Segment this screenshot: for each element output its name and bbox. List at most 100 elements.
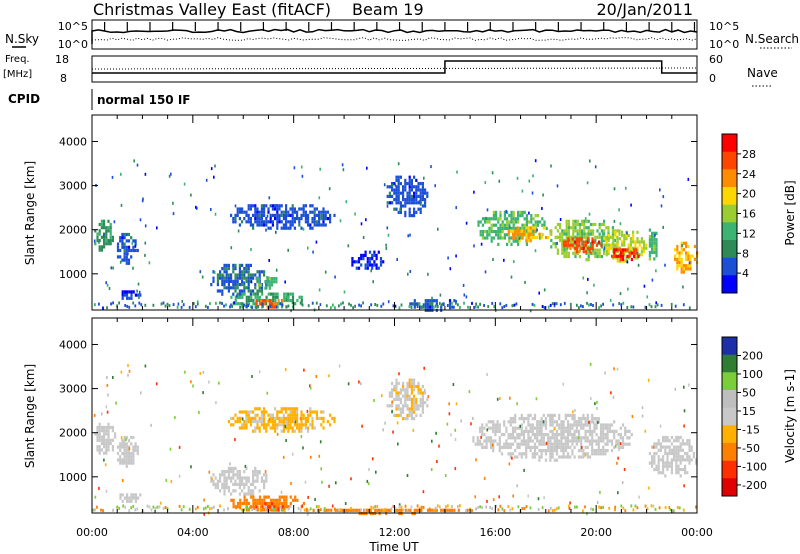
- vel-cells-cell-9: [593, 423, 596, 427]
- vel-cells-near-range: [116, 505, 118, 509]
- power-cells-cell-13: [587, 229, 590, 233]
- power-cells-cell-9: [424, 201, 427, 205]
- vel-cells-cell-6: [304, 420, 307, 424]
- power-cells-cell-3: [265, 283, 268, 287]
- power-cells-near-range: [479, 302, 481, 306]
- power-cells-cell-17: [653, 257, 656, 261]
- power-cells-near-range: [110, 302, 112, 306]
- vel-cells-cell-9: [520, 442, 523, 446]
- power-cells-cell-7: [278, 207, 281, 211]
- vel-cells-scatter: [553, 427, 556, 431]
- power-cells-cell-3: [254, 283, 257, 287]
- vel-cells-cell-10: [655, 467, 658, 472]
- vel-cells-near-range: [283, 506, 286, 510]
- vel-cells-cell-9: [549, 429, 552, 433]
- power-cells-cell-0: [107, 238, 110, 243]
- power-cells-cell-7: [249, 220, 252, 224]
- power-cells-cell-12: [520, 232, 523, 236]
- power-cells-near-range: [152, 303, 155, 307]
- power-cells-cell-11: [521, 210, 524, 214]
- vel-cells-cell-9: [599, 426, 603, 430]
- power-cells-scatter: [618, 208, 620, 212]
- vel-cells-cell-9: [481, 423, 484, 427]
- vel-cells-scatter: [294, 420, 297, 424]
- vel-cells-scatter: [604, 371, 606, 375]
- power-cells-cell-12: [509, 229, 512, 233]
- power-cells-scatter: [387, 233, 390, 237]
- power-cells-cell-12: [523, 232, 526, 236]
- power-cells-cell-9: [393, 182, 396, 186]
- vel-cells-cell-9: [511, 452, 515, 456]
- power-cells-cell-9: [421, 182, 424, 186]
- power-cells-scatter: [627, 287, 629, 291]
- vel-cells-cell-8: [386, 404, 389, 408]
- power-cells-cell-17: [651, 234, 654, 239]
- power-cells-near-range: [162, 301, 165, 305]
- vel-cells-cell-8: [395, 391, 398, 395]
- power-cells-near-range: [626, 306, 629, 309]
- vel-cells-cell-8: [413, 404, 416, 408]
- vel-cells-cell-6: [258, 416, 261, 420]
- power-cells-scatter: [134, 244, 137, 248]
- power-cells-cell-7: [256, 207, 259, 211]
- vel-cells-scatter: [199, 371, 202, 375]
- power-cells-cell-13: [587, 251, 590, 255]
- power-cells-cell-14: [576, 243, 579, 247]
- vel-cells-cell-6: [307, 420, 310, 424]
- power-cells-cell-7: [309, 204, 312, 208]
- vel-cells-cell-3: [249, 482, 252, 486]
- power-cells-cell-3: [225, 267, 228, 271]
- vel-cells-near-range: [340, 508, 342, 512]
- power-cells-cell-14: [578, 237, 581, 241]
- power-cells-cell-11: [490, 226, 493, 230]
- power-cells-cell-7: [241, 210, 244, 214]
- vel-cells-cell-9: [593, 452, 596, 456]
- vel-cells-cell-9: [599, 433, 603, 437]
- power-cells-cell-3: [249, 263, 252, 267]
- power-cells-cell-13: [598, 248, 601, 252]
- power-cells-near-range: [612, 303, 615, 307]
- power-cells-near-range: [255, 306, 258, 309]
- power-cells-cell-15: [645, 243, 648, 247]
- power-cells-cell-13: [565, 254, 568, 259]
- vel-cells-cell-3: [216, 486, 219, 490]
- power-cells-scatter: [682, 285, 684, 289]
- power-cells-cell-8: [379, 263, 383, 267]
- vel-cells-scatter: [452, 383, 455, 386]
- vel-cells-cell-4: [250, 495, 253, 499]
- power-cells-cell-13: [598, 254, 601, 259]
- power-cells-near-range: [547, 305, 550, 309]
- vel-cells-near-range: [489, 505, 492, 509]
- power-cells-scatter: [120, 172, 122, 176]
- power-cells-scatter: [613, 187, 616, 191]
- vel-cells-scatter: [669, 508, 672, 511]
- vel-cells-cell-9: [602, 423, 605, 427]
- power-cells-cell-5: [247, 295, 251, 299]
- vel-cells-cell-10: [670, 451, 673, 456]
- power-cells-cell-3: [238, 276, 241, 280]
- power-cells-cell-13: [570, 226, 573, 230]
- vel-cells-cell-6: [309, 413, 312, 417]
- vel-cells-cell-9: [500, 433, 504, 437]
- vel-cells-scatter: [264, 470, 267, 474]
- power-cells-cell-3: [236, 286, 239, 290]
- vel-cells-near-range: [287, 507, 290, 511]
- vel-cells-near-range: [255, 508, 258, 512]
- power-cells-cell-0: [111, 235, 114, 239]
- vel-cells-scatter: [594, 402, 596, 406]
- power-cells-cell-15: [634, 240, 637, 244]
- vel-cells-cell-8: [415, 413, 418, 417]
- power-cells-cell-11: [488, 233, 491, 237]
- power-cells-cell-7: [287, 213, 290, 217]
- power-cells-scatter: [236, 294, 238, 298]
- power-cells-cell-11: [525, 220, 528, 224]
- power-cells-near-range: [451, 301, 453, 305]
- power-cells-cell-3: [232, 283, 235, 287]
- vel-cells-cell-9: [595, 449, 598, 453]
- power-cells-scatter: [521, 189, 524, 193]
- vel-cells-cell-8: [388, 391, 391, 395]
- power-cells-near-range: [632, 305, 635, 309]
- vel-cells-cell-9: [582, 455, 585, 459]
- power-cells-cell-9: [386, 201, 389, 205]
- vel-cells-cell-0: [107, 445, 110, 449]
